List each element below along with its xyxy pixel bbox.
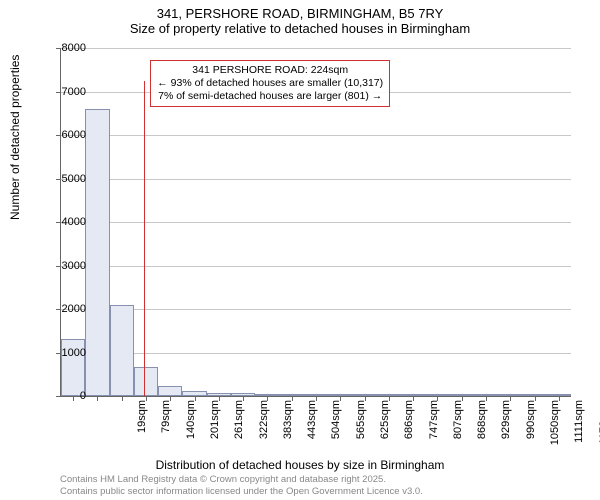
x-tick-mark <box>243 396 244 401</box>
x-tick-label: 19sqm <box>136 400 148 460</box>
x-tick-mark <box>170 396 171 401</box>
x-tick-label: 322sqm <box>258 400 270 460</box>
y-tick-label: 5000 <box>46 173 86 185</box>
chart-title-block: 341, PERSHORE ROAD, BIRMINGHAM, B5 7RY S… <box>0 0 600 36</box>
annotation-line: 7% of semi-detached houses are larger (8… <box>157 90 383 103</box>
gridline <box>61 353 571 354</box>
y-tick-label: 6000 <box>46 129 86 141</box>
x-tick-mark <box>340 396 341 401</box>
x-tick-mark <box>267 396 268 401</box>
x-tick-label: 261sqm <box>233 400 245 460</box>
histogram-bar <box>110 305 134 396</box>
x-tick-label: 201sqm <box>209 400 221 460</box>
x-tick-label: 140sqm <box>185 400 197 460</box>
x-tick-mark <box>195 396 196 401</box>
histogram-plot-area: 19sqm79sqm140sqm201sqm261sqm322sqm383sqm… <box>60 48 571 397</box>
x-tick-label: 383sqm <box>282 400 294 460</box>
footer-line2: Contains public sector information licen… <box>60 486 423 497</box>
x-tick-label: 443sqm <box>306 400 318 460</box>
histogram-bar <box>85 109 109 396</box>
x-tick-label: 868sqm <box>476 400 488 460</box>
y-tick-label: 8000 <box>46 42 86 54</box>
x-tick-label: 1050sqm <box>549 400 561 460</box>
x-tick-label: 625sqm <box>379 400 391 460</box>
x-tick-mark <box>97 396 98 401</box>
title-line1: 341, PERSHORE ROAD, BIRMINGHAM, B5 7RY <box>0 6 600 21</box>
x-tick-label: 990sqm <box>525 400 537 460</box>
y-tick-label: 1000 <box>46 347 86 359</box>
x-tick-label: 747sqm <box>428 400 440 460</box>
property-marker-line <box>144 81 145 396</box>
y-tick-label: 4000 <box>46 216 86 228</box>
gridline <box>61 222 571 223</box>
annotation-line: ← 93% of detached houses are smaller (10… <box>157 77 383 90</box>
y-tick-label: 2000 <box>46 303 86 315</box>
x-tick-mark <box>486 396 487 401</box>
x-tick-mark <box>437 396 438 401</box>
attribution-footer: Contains HM Land Registry data © Crown c… <box>60 474 423 497</box>
x-tick-label: 686sqm <box>403 400 415 460</box>
gridline <box>61 48 571 49</box>
x-tick-label: 807sqm <box>452 400 464 460</box>
gridline <box>61 309 571 310</box>
x-tick-label: 565sqm <box>355 400 367 460</box>
gridline <box>61 266 571 267</box>
x-tick-label: 929sqm <box>500 400 512 460</box>
x-tick-mark <box>462 396 463 401</box>
y-tick-label: 0 <box>46 390 86 402</box>
x-tick-mark <box>292 396 293 401</box>
x-axis-label: Distribution of detached houses by size … <box>0 458 600 472</box>
x-tick-mark <box>389 396 390 401</box>
x-tick-label: 504sqm <box>330 400 342 460</box>
x-tick-label: 1111sqm <box>573 400 585 460</box>
gridline <box>61 135 571 136</box>
x-tick-mark <box>559 396 560 401</box>
x-tick-mark <box>219 396 220 401</box>
x-tick-mark <box>510 396 511 401</box>
x-tick-mark <box>146 396 147 401</box>
y-tick-label: 7000 <box>46 86 86 98</box>
y-tick-label: 3000 <box>46 260 86 272</box>
annotation-line: 341 PERSHORE ROAD: 224sqm <box>157 64 383 77</box>
gridline <box>61 179 571 180</box>
x-tick-mark <box>413 396 414 401</box>
title-line2: Size of property relative to detached ho… <box>0 21 600 36</box>
x-tick-mark <box>316 396 317 401</box>
histogram-bar <box>134 367 158 396</box>
x-tick-mark <box>535 396 536 401</box>
x-tick-mark <box>365 396 366 401</box>
x-tick-label: 79sqm <box>160 400 172 460</box>
annotation-callout: 341 PERSHORE ROAD: 224sqm← 93% of detach… <box>150 60 390 107</box>
footer-line1: Contains HM Land Registry data © Crown c… <box>60 474 423 485</box>
y-axis-label: Number of detached properties <box>8 55 22 220</box>
histogram-bar <box>158 386 182 396</box>
x-tick-mark <box>122 396 123 401</box>
